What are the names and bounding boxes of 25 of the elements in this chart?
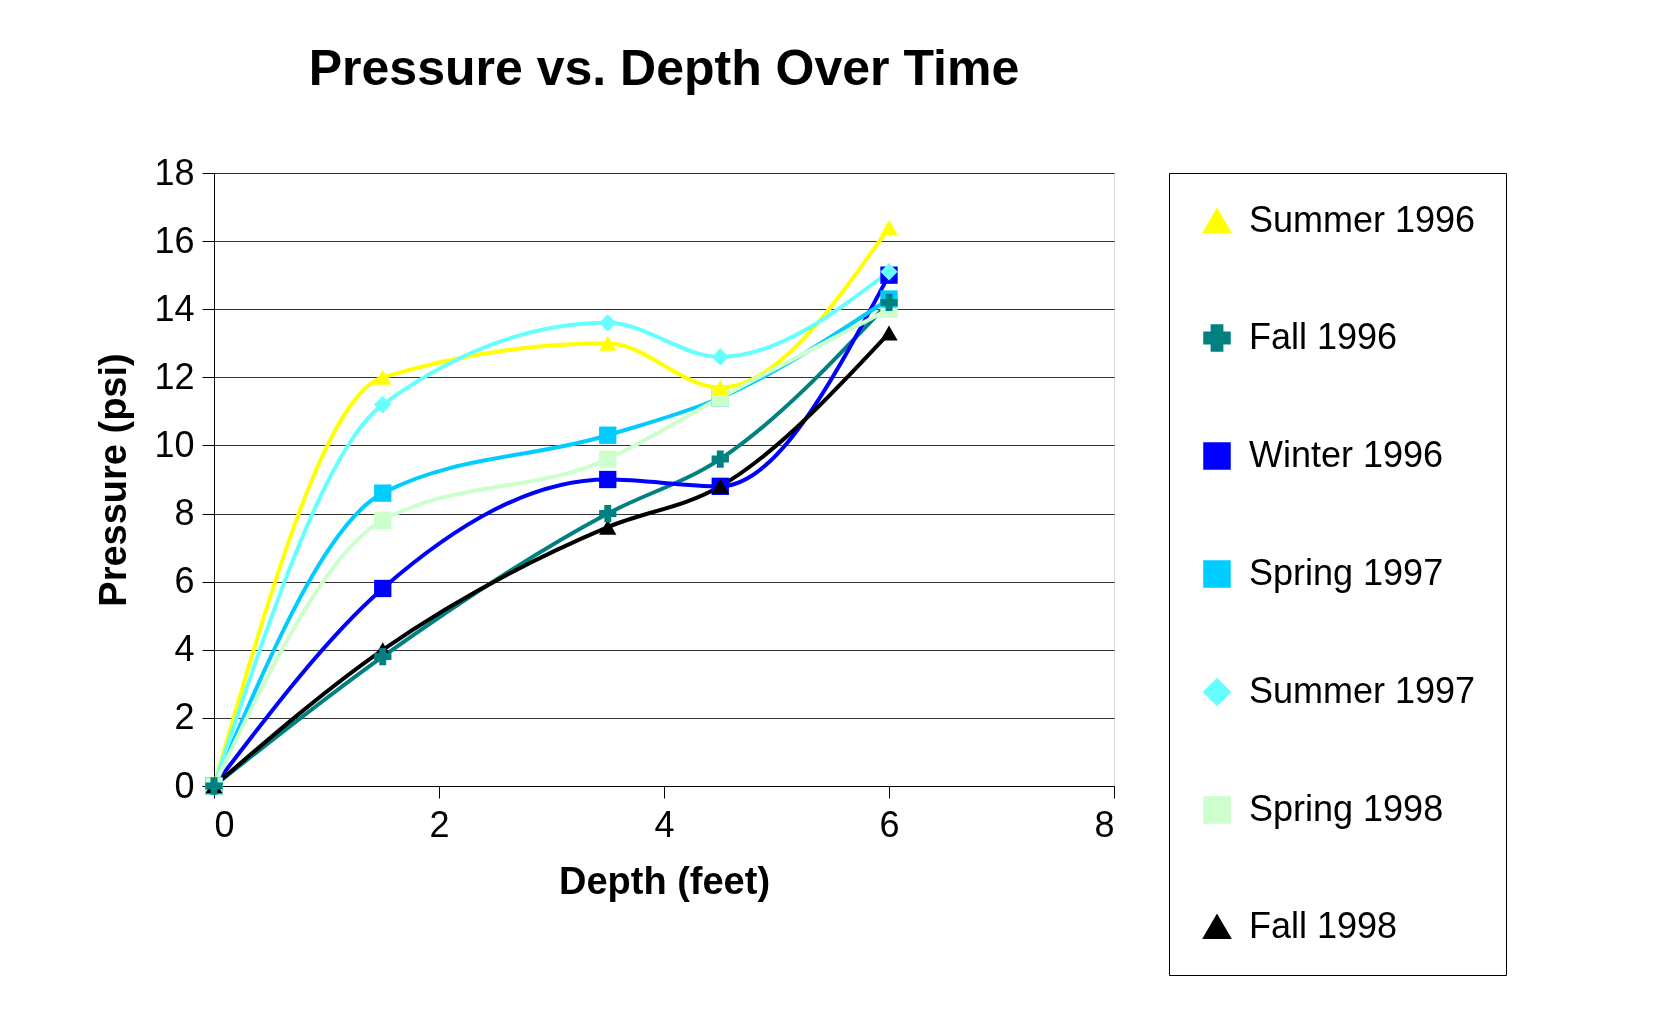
legend-label: Spring 1997 bbox=[1249, 552, 1444, 593]
x-axis-title: Depth (feet) bbox=[558, 859, 771, 902]
y-tick-label: 16 bbox=[154, 219, 195, 261]
legend-label: Fall 1996 bbox=[1249, 316, 1398, 357]
chart-title: Pressure vs. Depth Over Time bbox=[308, 40, 1020, 96]
x-tick-label: 8 bbox=[1094, 803, 1115, 845]
x-tick-label: 4 bbox=[654, 803, 675, 845]
y-tick-label: 8 bbox=[174, 492, 195, 534]
y-tick-label: 12 bbox=[154, 355, 195, 397]
y-tick-label: 18 bbox=[154, 151, 195, 193]
y-tick-label: 10 bbox=[154, 423, 195, 465]
x-tick-label: 2 bbox=[429, 803, 450, 845]
legend-label: Spring 1998 bbox=[1249, 788, 1444, 829]
legend-label: Summer 1997 bbox=[1249, 670, 1476, 711]
legend-label: Winter 1996 bbox=[1249, 434, 1444, 475]
y-tick-label: 14 bbox=[154, 287, 195, 329]
y-tick-label: 0 bbox=[174, 764, 195, 806]
y-tick-label: 2 bbox=[174, 696, 195, 738]
legend-label: Fall 1998 bbox=[1249, 905, 1398, 946]
legend-label: Summer 1996 bbox=[1249, 199, 1476, 240]
x-tick-label: 6 bbox=[879, 803, 900, 845]
x-tick-label: 0 bbox=[214, 803, 235, 845]
y-tick-label: 6 bbox=[174, 560, 195, 602]
y-axis-title: Pressure (psi) bbox=[92, 353, 135, 607]
y-tick-label: 4 bbox=[174, 628, 195, 670]
